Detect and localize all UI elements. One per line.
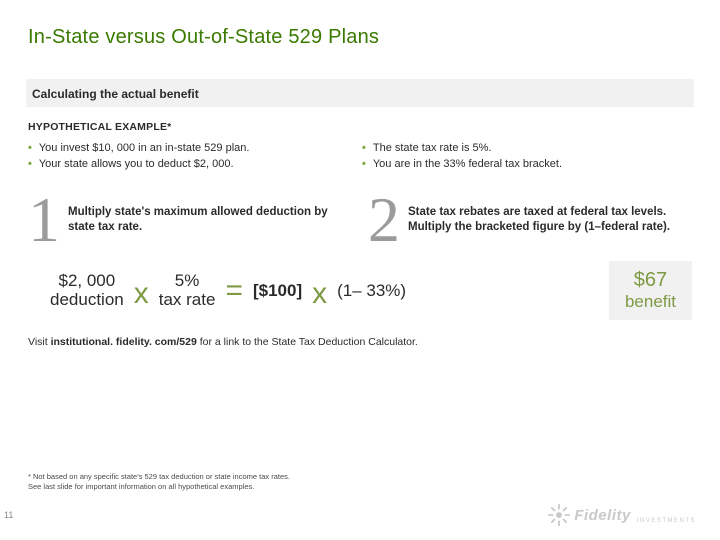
logo-wordmark: Fidelity [574, 507, 631, 524]
bullet-item: • You invest $10, 000 in an in-state 529… [28, 141, 358, 157]
step-1-text: Multiply state's maximum allowed deducti… [68, 205, 352, 236]
fidelity-logo: Fidelity INVESTMENTS [548, 504, 696, 526]
equation-row: $2, 000 deduction x 5% tax rate = [$100]… [28, 261, 692, 320]
equation-term-deduction: $2, 000 deduction [50, 272, 124, 309]
footnotes: * Not based on any specific state's 529 … [28, 472, 290, 492]
equation-federal-term: (1– 33%) [337, 281, 406, 301]
bullet-item: • Your state allows you to deduct $2, 00… [28, 157, 358, 173]
visit-line: Visit institutional. fidelity. com/529 f… [28, 336, 692, 348]
equals-icon: = [223, 276, 245, 306]
example-label: HYPOTHETICAL EXAMPLE* [28, 121, 692, 133]
benefit-result-box: $67 benefit [609, 261, 692, 320]
assumptions-bullets: • You invest $10, 000 in an in-state 529… [28, 141, 692, 173]
page-title: In-State versus Out-of-State 529 Plans [28, 26, 692, 49]
bullet-item: • The state tax rate is 5%. [362, 141, 692, 157]
visit-link-text: institutional. fidelity. com/529 [51, 336, 197, 348]
step-number-1: 1 [28, 193, 60, 247]
steps-row: 1 Multiply state's maximum allowed deduc… [28, 193, 692, 247]
bullets-left-col: • You invest $10, 000 in an in-state 529… [28, 141, 358, 173]
equation-term-taxrate: 5% tax rate [159, 272, 216, 309]
starburst-icon [548, 504, 570, 526]
footnote-line: * Not based on any specific state's 529 … [28, 472, 290, 482]
step-1: 1 Multiply state's maximum allowed deduc… [28, 193, 352, 247]
step-2-text: State tax rebates are taxed at federal t… [408, 205, 692, 236]
footnote-line: See last slide for important information… [28, 482, 290, 492]
bullet-item: • You are in the 33% federal tax bracket… [362, 157, 692, 173]
subtitle: Calculating the actual benefit [32, 87, 688, 101]
page-number: 11 [4, 510, 13, 520]
step-number-2: 2 [368, 193, 400, 247]
subtitle-band: Calculating the actual benefit [26, 79, 694, 107]
step-2: 2 State tax rebates are taxed at federal… [368, 193, 692, 247]
benefit-amount: $67 [625, 269, 676, 292]
multiply-icon: x [132, 279, 151, 309]
bullets-right-col: • The state tax rate is 5%. • You are in… [362, 141, 692, 173]
logo-subtext: INVESTMENTS [637, 518, 696, 524]
benefit-label: benefit [625, 292, 676, 312]
multiply-icon: x [310, 279, 329, 309]
equation-bracket-result: [$100] [253, 281, 302, 301]
